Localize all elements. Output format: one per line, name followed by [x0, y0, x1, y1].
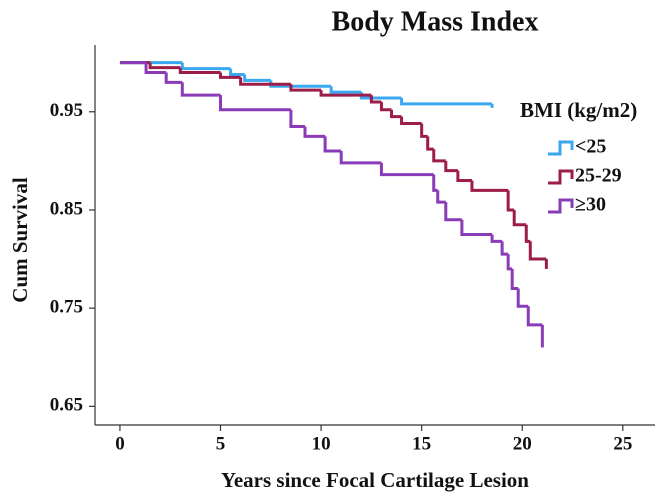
survival-step [319, 90, 372, 97]
survival-step [524, 224, 531, 243]
survival-step [303, 126, 326, 138]
survival-step [239, 77, 291, 86]
survival-step [148, 62, 181, 70]
legend-title: BMI (kg/m2) [520, 98, 637, 122]
survival-step [470, 180, 509, 192]
legend-label: <25 [575, 136, 606, 158]
legend-label: ≥30 [575, 194, 606, 216]
survival-step [329, 86, 362, 94]
survival-step [432, 149, 446, 163]
survival-step [389, 109, 402, 119]
survival-step [528, 241, 547, 261]
x-tick-label: 20 [513, 433, 532, 454]
legend-swatch [548, 198, 574, 214]
survival-step [460, 219, 493, 237]
survival-step [219, 95, 291, 112]
survival-step [444, 202, 462, 222]
survival-step [516, 288, 529, 308]
survival-step [526, 306, 543, 327]
survival-step [323, 136, 342, 153]
survival-step [219, 72, 241, 79]
x-tick-label: 10 [312, 433, 331, 454]
survival-step [436, 190, 446, 204]
y-tick-label: 0.65 [50, 395, 83, 416]
survival-step [506, 254, 513, 271]
survival-step [426, 136, 434, 151]
y-tick-label: 0.75 [50, 297, 83, 318]
survival-step [456, 170, 472, 183]
survival-step [444, 160, 458, 173]
survival-step [420, 123, 428, 138]
y-tick-label: 0.95 [50, 100, 83, 121]
survival-step [289, 84, 322, 92]
survival-step [432, 174, 438, 192]
survival-step [506, 190, 515, 212]
y-tick-label: 0.85 [50, 198, 83, 219]
survival-step [400, 98, 493, 106]
x-tick-label: 25 [613, 433, 632, 454]
legend-swatch [548, 140, 574, 156]
legend-swatch [548, 169, 574, 185]
survival-step [178, 67, 221, 74]
x-tick-label: 15 [412, 433, 431, 454]
chart-title: Body Mass Index [332, 6, 539, 37]
x-tick-label: 0 [115, 433, 125, 454]
survival-step [229, 68, 245, 76]
survival-step [269, 80, 332, 88]
survival-step [243, 74, 271, 82]
survival-step [512, 209, 527, 227]
survival-step [490, 234, 503, 243]
survival-step [180, 82, 221, 97]
survival-step [379, 101, 392, 112]
survival-step [144, 62, 167, 74]
survival-step [339, 151, 382, 165]
survival-step [289, 109, 305, 128]
survival-step [379, 162, 434, 177]
survival-step [180, 62, 231, 71]
survival-step [510, 268, 519, 291]
survival-step [369, 95, 382, 104]
y-axis-label: Cum Survival [8, 177, 32, 303]
legend-label: 25-29 [575, 165, 622, 187]
x-tick-label: 5 [216, 433, 226, 454]
survival-step [400, 116, 422, 126]
survival-step [164, 72, 183, 84]
survival-step [500, 241, 509, 256]
x-axis-label: Years since Focal Cartilage Lesion [221, 468, 529, 492]
